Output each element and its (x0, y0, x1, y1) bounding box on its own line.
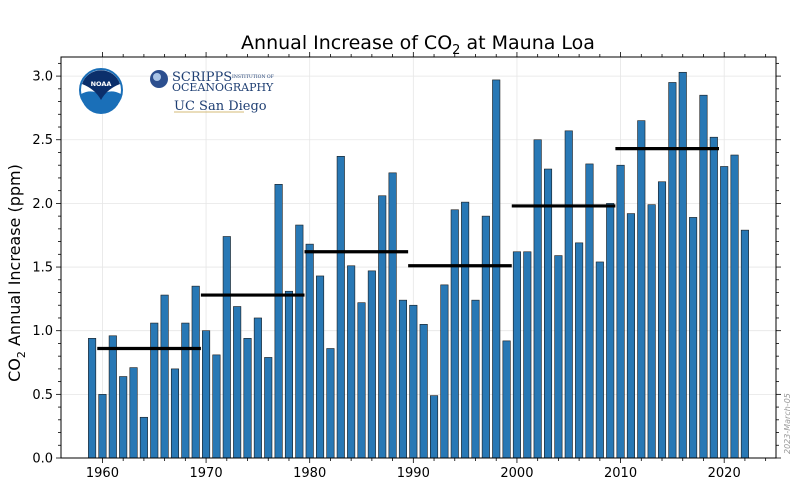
bars-group (88, 71, 749, 459)
bar-1969 (191, 285, 200, 459)
bar-1991 (419, 324, 428, 459)
bar-1970 (202, 330, 211, 459)
bar-1984 (347, 265, 356, 459)
decadal-means-group (97, 147, 720, 351)
bar-1962 (119, 376, 128, 459)
plot-frame (60, 56, 777, 459)
x-tick-label-2000: 2000 (500, 466, 533, 481)
bar-1979 (295, 224, 304, 459)
date-stamp: 2023-March-05 (783, 393, 792, 454)
bar-2015 (668, 82, 677, 459)
x-tick-label-1970: 1970 (190, 466, 223, 481)
bar-2008 (595, 261, 604, 459)
bar-2006 (575, 242, 584, 459)
bar-1987 (378, 195, 387, 459)
chart-title: Annual Increase of CO2 at Mauna Loa (241, 32, 595, 58)
bar-2009 (606, 203, 615, 459)
bar-1997 (481, 215, 490, 459)
bar-2000 (512, 251, 521, 459)
noaa-logo-text: NOAA (91, 80, 112, 88)
y-ticks-group: 0.0 0.5 1.0 1.5 2.0 2.5 3.0 (32, 62, 781, 467)
bar-1983 (336, 155, 345, 459)
x-tick-label-1960: 1960 (86, 466, 119, 481)
bar-2022 (740, 229, 749, 459)
x-ticks-group: 1960 1970 1980 1990 2000 2010 2020 (86, 52, 767, 481)
y-tick-label-1.5: 1.5 (32, 261, 53, 276)
bar-1967 (170, 368, 180, 459)
bar-2001 (523, 251, 532, 459)
bar-1989 (398, 299, 407, 459)
y-tick-label-1.0: 1.0 (32, 324, 53, 339)
bar-1968 (181, 322, 190, 459)
bar-2014 (657, 181, 667, 459)
bar-1999 (502, 340, 511, 459)
bar-2020 (720, 166, 729, 459)
bar-2021 (730, 154, 739, 459)
bar-1985 (357, 302, 366, 459)
scripps-line2: OCEANOGRAPHY (172, 81, 274, 94)
scripps-logo: SCRIPPS INSTITUTION OF OCEANOGRAPHY UC S… (150, 70, 274, 114)
bar-1959 (88, 338, 97, 459)
ucsd-logo-text: UC San Diego (174, 99, 267, 114)
bar-1998 (492, 79, 501, 459)
bar-2011 (626, 213, 635, 459)
bar-2002 (533, 139, 542, 459)
axes-group (60, 56, 777, 459)
bar-2016 (678, 71, 687, 459)
y-tick-label-2.5: 2.5 (32, 133, 53, 148)
bar-1966 (160, 294, 169, 459)
bar-2007 (585, 163, 594, 459)
y-tick-label-0.5: 0.5 (32, 388, 53, 403)
bar-1973 (233, 306, 242, 459)
bar-1995 (461, 201, 470, 459)
bar-1996 (471, 299, 480, 459)
x-tick-label-1980: 1980 (293, 466, 326, 481)
bar-1974 (243, 338, 252, 459)
x-tick-label-2010: 2010 (604, 466, 637, 481)
bar-2004 (554, 255, 563, 459)
bar-1961 (108, 335, 117, 459)
y-tick-label-2.0: 2.0 (32, 197, 53, 212)
bar-1978 (284, 290, 294, 459)
y-axis-label: CO2 Annual Increase (ppm) (5, 164, 28, 382)
y-tick-label-0.0: 0.0 (32, 452, 53, 467)
bar-1975 (253, 317, 262, 459)
y-tick-label-3.0: 3.0 (32, 70, 53, 85)
bar-1980 (305, 243, 314, 459)
scripps-small-text: INSTITUTION OF (232, 74, 274, 80)
bar-1992 (430, 395, 439, 459)
bar-1960 (98, 394, 107, 459)
bar-2013 (647, 204, 656, 459)
bar-1994 (450, 209, 459, 459)
bar-1963 (129, 367, 138, 459)
bar-1990 (409, 304, 418, 459)
scripps-line1: SCRIPPS (172, 70, 232, 85)
noaa-logo: NOAA (79, 68, 123, 114)
x-tick-label-2020: 2020 (708, 466, 741, 481)
bar-1964 (139, 416, 148, 459)
bar-1981 (316, 275, 325, 459)
bar-1977 (274, 184, 283, 459)
bar-2003 (543, 168, 553, 459)
bar-1993 (440, 284, 449, 459)
bar-1971 (212, 354, 221, 459)
bar-2019 (709, 136, 718, 459)
bar-1972 (222, 236, 231, 459)
x-tick-label-1990: 1990 (397, 466, 430, 481)
bar-1976 (264, 357, 273, 459)
bar-2010 (616, 164, 625, 459)
bar-1986 (367, 270, 376, 459)
bar-2012 (637, 120, 646, 459)
bar-1988 (388, 172, 397, 459)
bar-1982 (326, 348, 335, 459)
bar-2005 (564, 130, 573, 459)
bar-2017 (689, 217, 698, 459)
bar-1965 (150, 322, 159, 459)
